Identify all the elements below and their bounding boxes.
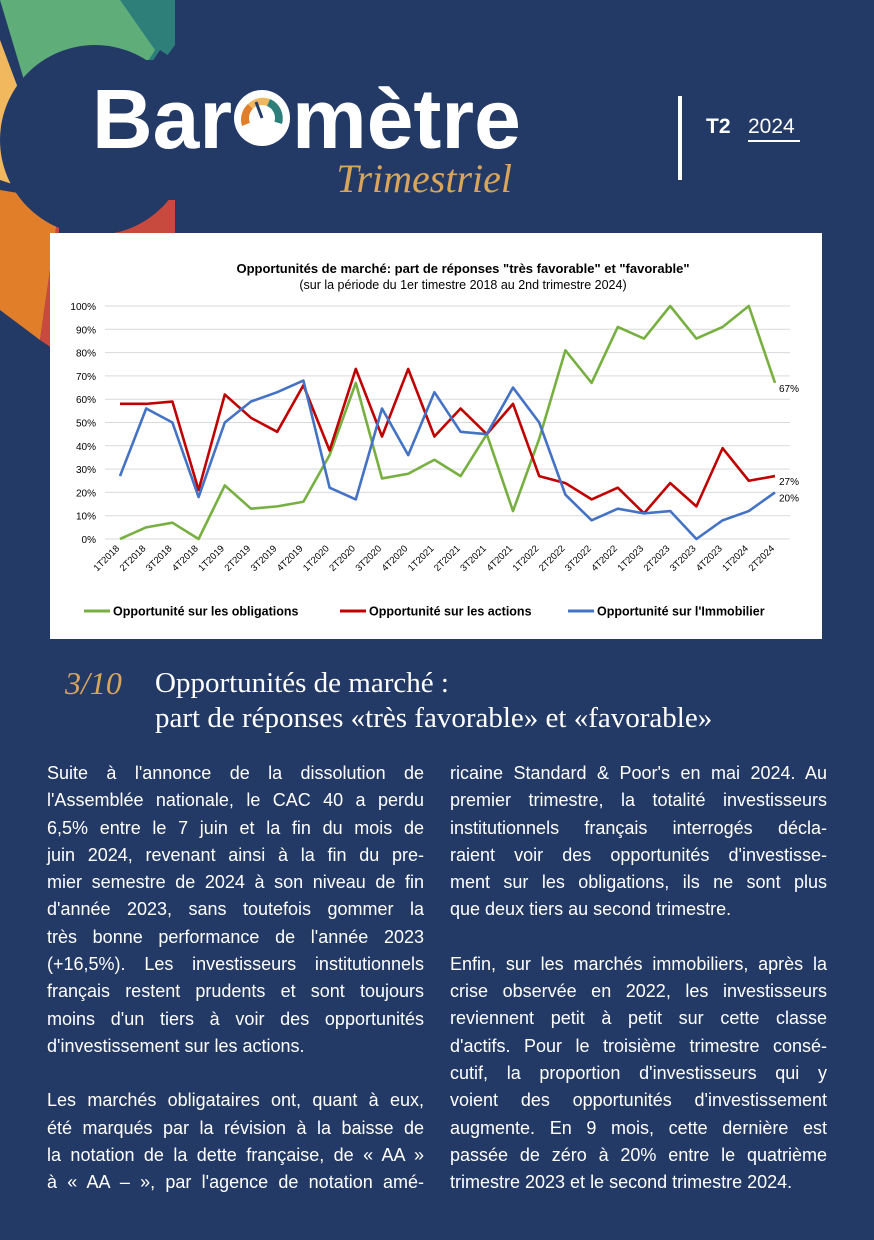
text-line: très bonne performance de l'année 2023 xyxy=(47,926,424,947)
decoration xyxy=(0,0,540,350)
text-line: reviennent petit à petit sur cette class… xyxy=(450,1008,827,1029)
text-line: (+16,5%). Les investisseurs institutionn… xyxy=(47,954,424,975)
text-line: juin 2024, revenant ainsi à la fin du pr… xyxy=(47,844,424,865)
y-tick-label: 90% xyxy=(76,325,96,336)
text-line: trimestre 2023 et le second trimestre 20… xyxy=(450,1172,793,1193)
paragraph: ricaine Standard & Poor's en mai 2024. A… xyxy=(450,760,827,924)
text-line: voient des opportunités d'investissement xyxy=(450,1090,827,1111)
text-line: ment sur les obligations, ils ne sont pl… xyxy=(450,872,827,893)
text-line: ricaine Standard & Poor's en mai 2024. A… xyxy=(450,763,827,783)
y-tick-label: 20% xyxy=(76,488,96,499)
logo-subtitle: Trimestriel xyxy=(336,156,512,201)
legend-label: Opportunité sur les obligations xyxy=(113,605,298,619)
text-line: moins d'un tiers à voir des opportunités xyxy=(47,1008,424,1029)
text-line: augmente. En 9 mois, cette dernière est xyxy=(450,1117,827,1138)
text-column: Suite à l'annonce de la dissolution de l'… xyxy=(47,760,424,1223)
text-line: cutif, la proportion d'investisseurs qui… xyxy=(450,1062,827,1083)
paragraph: Enfin, sur les marchés immobiliers, aprè… xyxy=(450,951,827,1197)
y-tick-label: 0% xyxy=(82,535,97,546)
chart-title: Opportunités de marché: part de réponses… xyxy=(236,261,689,276)
year: 2024 xyxy=(748,115,795,138)
series-line xyxy=(119,304,777,541)
y-tick-label: 30% xyxy=(76,465,96,476)
series-line xyxy=(120,367,776,515)
series-line xyxy=(118,379,776,541)
text-line: premier trimestre, la totalité investiss… xyxy=(450,790,827,811)
text-line: Suite à l'annonce de la dissolution de xyxy=(47,763,424,783)
text-line: la notation de la dette française, de « … xyxy=(47,1144,424,1165)
y-tick-label: 40% xyxy=(76,442,96,453)
y-tick-label: 70% xyxy=(76,372,96,383)
section-title: part de réponses «très favorable» et «fa… xyxy=(155,702,712,734)
text-line: mier semestre de 2024 à son niveau de fi… xyxy=(47,872,424,893)
section-title: Opportunités de marché : xyxy=(155,667,449,699)
text-line: d'investissement sur les actions. xyxy=(47,1035,305,1056)
text-column: ricaine Standard & Poor's en mai 2024. A… xyxy=(450,760,827,1223)
text-line: à « AA – », par l'agence de notation amé… xyxy=(47,1172,424,1193)
text-line: crise observée en 2022, les investisseur… xyxy=(450,981,827,1002)
y-tick-label: 100% xyxy=(70,302,96,313)
y-tick-label: 50% xyxy=(76,419,96,430)
y-tick-label: 10% xyxy=(76,512,96,523)
text-line: d'année 2023, sans toutefois gommer la xyxy=(47,899,424,920)
data-label: 67% xyxy=(779,384,799,395)
gauge-icon xyxy=(234,90,290,146)
text-line: raient voir des opportunités d'investiss… xyxy=(450,844,827,865)
section-number: 3/10 xyxy=(64,665,122,701)
paragraph: Les marchés obligataires ont, quant à eu… xyxy=(47,1087,424,1196)
text-line: institutionnels français interrogés décl… xyxy=(450,817,827,838)
text-line: que deux tiers au second trimestre. xyxy=(450,899,732,920)
data-label: 20% xyxy=(779,493,799,504)
logo-text: mètre xyxy=(292,72,521,166)
quarter: T2 xyxy=(706,115,731,138)
y-tick-label: 80% xyxy=(76,349,96,360)
text-line: passée de zéro à 20% entre le quatrième xyxy=(450,1144,827,1165)
text-line: français restent prudents et sont toujou… xyxy=(47,981,424,1002)
y-tick-label: 60% xyxy=(76,395,96,406)
chart-subtitle: (sur la période du 1er timestre 2018 au … xyxy=(299,278,626,292)
text-line: Enfin, sur les marchés immobiliers, aprè… xyxy=(450,953,827,974)
paragraph: Suite à l'annonce de la dissolution de l'… xyxy=(47,760,424,1060)
legend-label: Opportunité sur les actions xyxy=(369,605,532,619)
logo-text: Bar xyxy=(92,72,232,166)
text-line: 6,5% entre le 7 juin et la fin du mois d… xyxy=(47,817,424,838)
text-line: d'actifs. Pour le troisième trimestre co… xyxy=(450,1035,827,1056)
text-line: Les marchés obligataires ont, quant à eu… xyxy=(47,1090,424,1111)
text-line: été marqués par la révision à la baisse … xyxy=(47,1117,424,1138)
legend-label: Opportunité sur l'Immobilier xyxy=(597,605,765,619)
data-label: 27% xyxy=(779,477,799,488)
text-line: l'Assemblée nationale, le CAC 40 a perdu xyxy=(47,790,424,811)
